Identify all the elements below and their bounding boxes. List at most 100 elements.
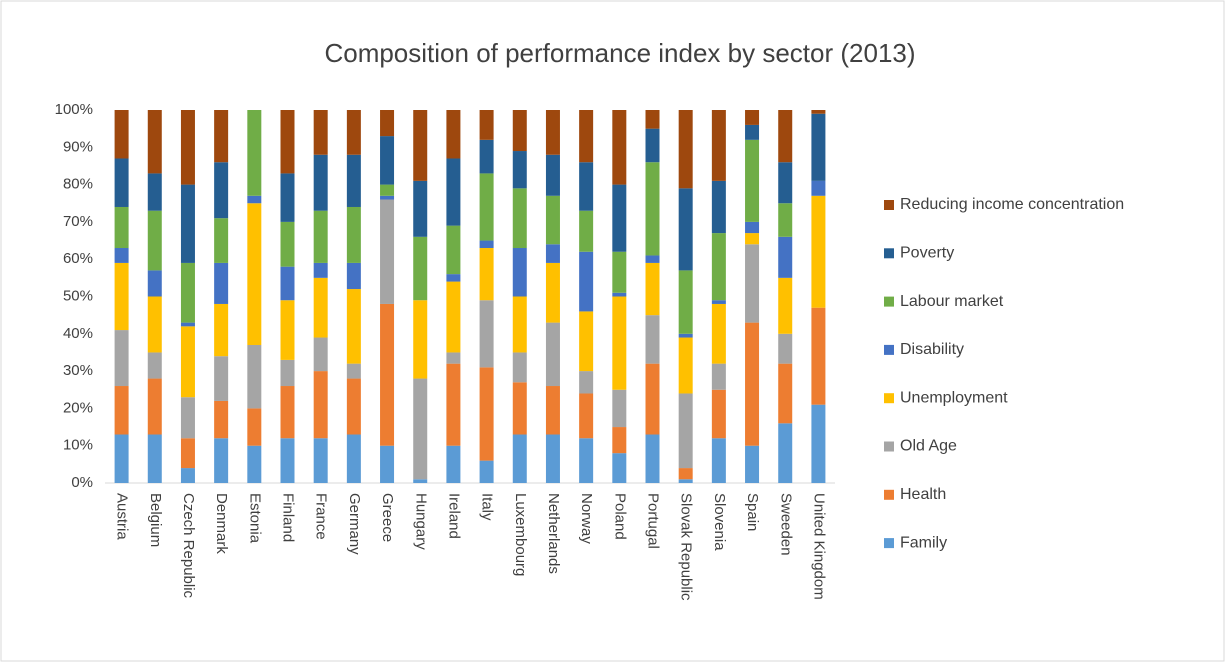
bar-segment <box>479 139 494 174</box>
bar-segment <box>512 248 527 297</box>
bar-segment <box>512 296 527 353</box>
x-tick-label: Norway <box>578 493 595 544</box>
bar-segment <box>114 386 129 435</box>
x-tick-label: Germany <box>346 493 363 555</box>
bar-segment <box>446 281 461 353</box>
bar-segment <box>446 445 461 483</box>
bar-segment <box>711 363 726 390</box>
bar-segment <box>545 195 560 245</box>
bar-segment <box>612 184 627 252</box>
bar-segment <box>313 154 328 211</box>
bar-segment <box>678 337 693 394</box>
bar-segment <box>247 203 262 345</box>
bar-segment <box>545 434 560 483</box>
y-tick-label: 50% <box>63 287 93 304</box>
bar-segment <box>645 110 660 129</box>
x-tick-label: Greece <box>379 493 396 542</box>
bar-segment <box>479 248 494 301</box>
y-tick-label: 90% <box>63 138 93 155</box>
x-tick-label: Hungary <box>412 493 429 550</box>
legend-label: Poverty <box>900 245 954 262</box>
x-tick-label: Italy <box>479 493 496 521</box>
bar-segment <box>545 244 560 263</box>
bar-segment <box>346 206 361 263</box>
bar-segment <box>280 266 295 301</box>
bar-segment <box>778 203 793 237</box>
legend-label: Unemployment <box>900 389 1008 406</box>
bar-segment <box>811 307 826 405</box>
bar-segment <box>147 173 162 211</box>
bar-segment <box>247 408 262 446</box>
bar-segment <box>147 434 162 483</box>
bar-segment <box>280 438 295 483</box>
bar-segment <box>678 479 693 483</box>
bar-segment <box>579 371 594 394</box>
bar-segment <box>147 378 162 435</box>
bar-segment <box>214 262 229 304</box>
bar-segment <box>778 110 793 163</box>
bar-segment <box>247 195 262 204</box>
bar-segment <box>147 296 162 353</box>
bar-segment <box>745 233 760 245</box>
bar-segment <box>711 110 726 181</box>
bar-segment <box>645 262 660 316</box>
bar-segment <box>180 262 195 323</box>
bar-segment <box>114 248 129 263</box>
bar-segment <box>645 315 660 364</box>
bar-segment <box>545 110 560 155</box>
bar-segment <box>711 438 726 483</box>
bar-segment <box>346 262 361 290</box>
bar-segment <box>645 255 660 263</box>
bar-segment <box>280 173 295 222</box>
bar-segment <box>811 110 826 114</box>
chart-title: Composition of performance index by sect… <box>324 38 915 68</box>
bar-segment <box>512 382 527 435</box>
bar-segment <box>479 173 494 241</box>
bar-segment <box>446 110 461 159</box>
legend-swatch <box>884 538 894 549</box>
bar-segment <box>811 404 826 483</box>
bar-segment <box>745 322 760 446</box>
y-tick-label: 10% <box>63 437 93 454</box>
bar-segment <box>380 199 395 304</box>
bar-segment <box>711 389 726 439</box>
bar-segment <box>512 352 527 383</box>
bar-segment <box>745 139 760 222</box>
bar-segment <box>711 233 726 301</box>
bar-segment <box>247 445 262 483</box>
bar-segment <box>612 296 627 390</box>
legend-label: Reducing income concentration <box>900 196 1124 213</box>
y-tick-label: 100% <box>55 101 93 118</box>
bar-segment <box>380 184 395 196</box>
legend-swatch <box>884 248 894 259</box>
bar-segment <box>147 210 162 271</box>
bar-segment <box>811 195 826 308</box>
bar-segment <box>778 333 793 364</box>
bar-segment <box>678 468 693 480</box>
bar-segment <box>778 236 793 278</box>
x-tick-label: Czech Republic <box>180 493 197 599</box>
bar-segment <box>579 393 594 439</box>
legend-label: Old Age <box>900 438 957 455</box>
bar-segment <box>446 352 461 364</box>
y-tick-label: 60% <box>63 250 93 267</box>
bar-segment <box>380 195 395 200</box>
x-tick-label: Finland <box>280 493 297 542</box>
x-tick-label: Luxembourg <box>512 493 529 576</box>
bar-segment <box>280 359 295 387</box>
bar-segment <box>346 363 361 379</box>
legend-label: Labour market <box>900 293 1004 310</box>
bar-segment <box>346 378 361 435</box>
bar-segment <box>579 311 594 372</box>
bar-segment <box>280 386 295 439</box>
bar-segment <box>678 270 693 334</box>
legend-swatch <box>884 441 894 452</box>
bar-segment <box>214 162 229 219</box>
bar-segment <box>545 262 560 323</box>
bar-segment <box>745 445 760 483</box>
bar-segment <box>214 438 229 483</box>
bar-segment <box>612 251 627 293</box>
bar-segment <box>579 162 594 211</box>
bar-segment <box>778 363 793 424</box>
